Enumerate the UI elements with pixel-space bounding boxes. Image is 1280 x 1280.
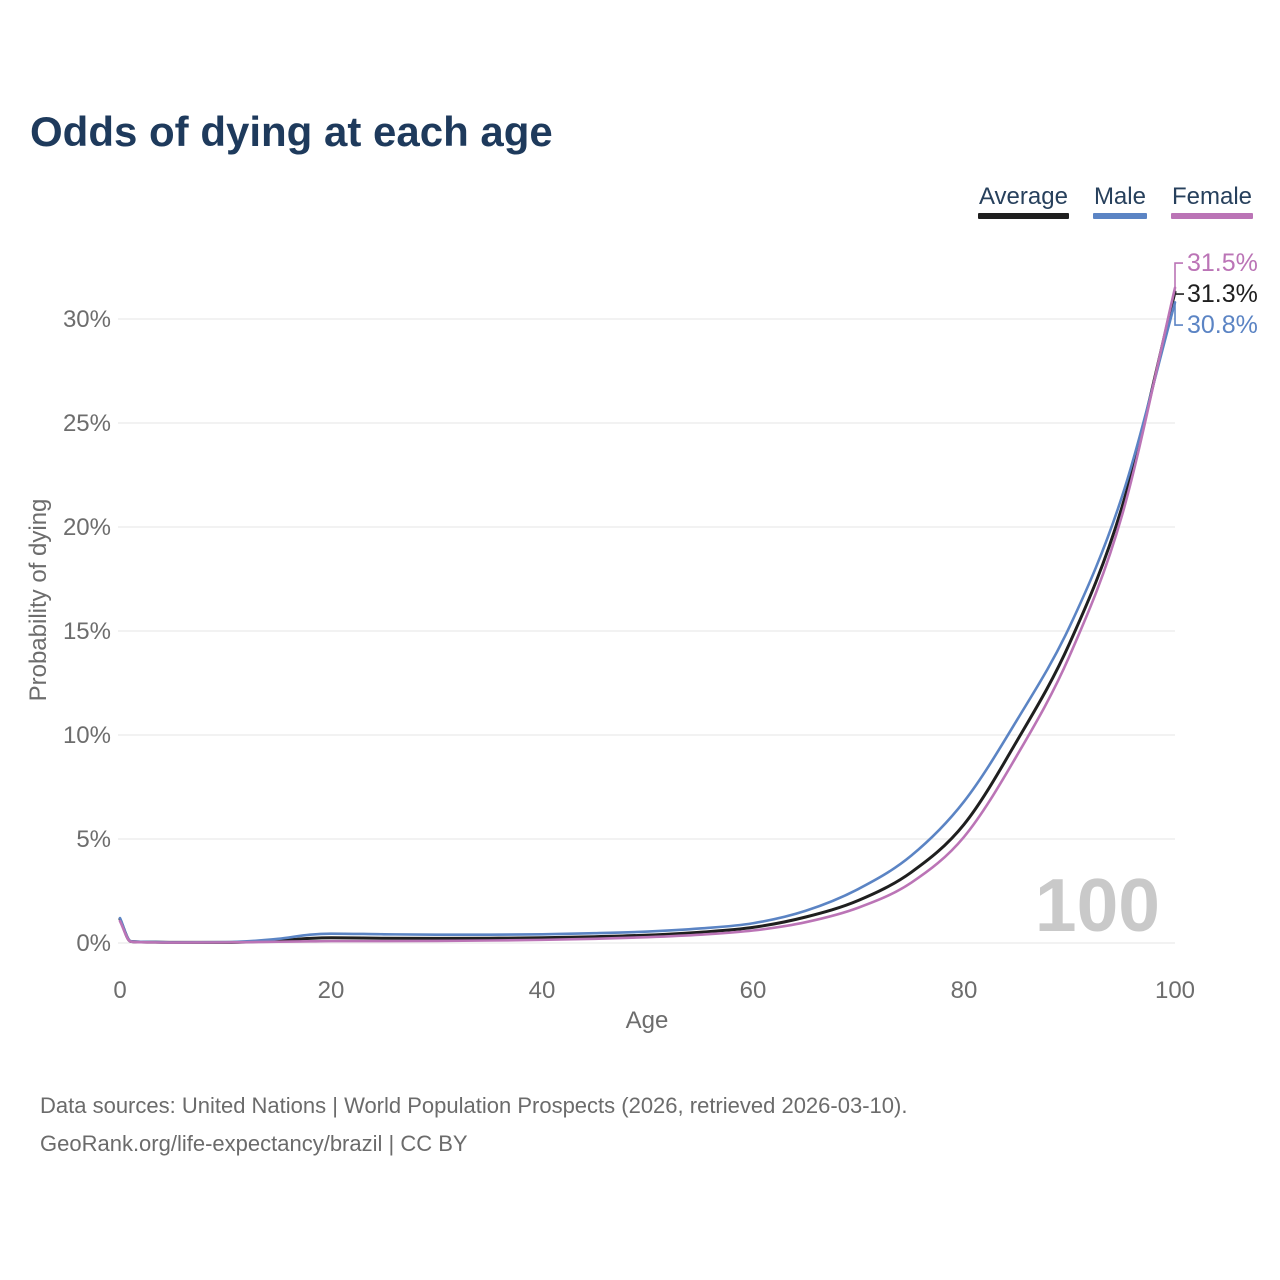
end-label-average: 31.3% (1187, 280, 1258, 308)
x-tick-label: 0 (113, 977, 126, 1004)
y-tick-label: 10% (63, 722, 111, 749)
legend-item-female-label: Female (1171, 183, 1252, 210)
legend-item-male[interactable]: Male (1092, 183, 1147, 219)
y-axis-title: Probability of dying (25, 499, 52, 702)
end-label-connector-female (1174, 262, 1183, 288)
page-title: Odds of dying at each age (30, 108, 553, 155)
series-line-male (118, 301, 1177, 944)
legend-item-female[interactable]: Female (1170, 183, 1253, 219)
y-tick-label: 15% (63, 618, 111, 645)
legend-item-average-label: Average (978, 183, 1068, 210)
series-line-female (118, 286, 1177, 944)
legend-item-male-label: Male (1093, 183, 1146, 210)
x-axis-title: Age (626, 1007, 669, 1034)
legend: Average Male Female (977, 183, 1253, 219)
footer-data-sources: Data sources: United Nations | World Pop… (40, 1093, 908, 1118)
y-tick-label: 5% (76, 826, 111, 853)
legend-swatch-average (977, 213, 1069, 219)
y-tick-label: 0% (76, 930, 111, 957)
x-tick-label: 40 (529, 977, 556, 1004)
x-tick-label: 20 (318, 977, 345, 1004)
end-label-connector-male (1174, 302, 1183, 326)
legend-swatch-female (1170, 213, 1253, 219)
series-line-average (118, 290, 1177, 944)
footer: Data sources: United Nations | World Pop… (40, 1087, 907, 1163)
end-label-female: 31.5% (1187, 249, 1258, 277)
x-tick-label: 60 (740, 977, 767, 1004)
legend-swatch-male (1092, 213, 1147, 219)
y-tick-label: 30% (63, 306, 111, 333)
y-tick-label: 25% (63, 410, 111, 437)
x-tick-label: 80 (951, 977, 978, 1004)
y-tick-label: 20% (63, 514, 111, 541)
end-label-male: 30.8% (1187, 311, 1258, 339)
legend-item-average[interactable]: Average (977, 183, 1069, 219)
footer-attribution: GeoRank.org/life-expectancy/brazil | CC … (40, 1131, 468, 1156)
watermark-text: 100 (1035, 863, 1160, 947)
x-tick-label: 100 (1155, 977, 1195, 1004)
